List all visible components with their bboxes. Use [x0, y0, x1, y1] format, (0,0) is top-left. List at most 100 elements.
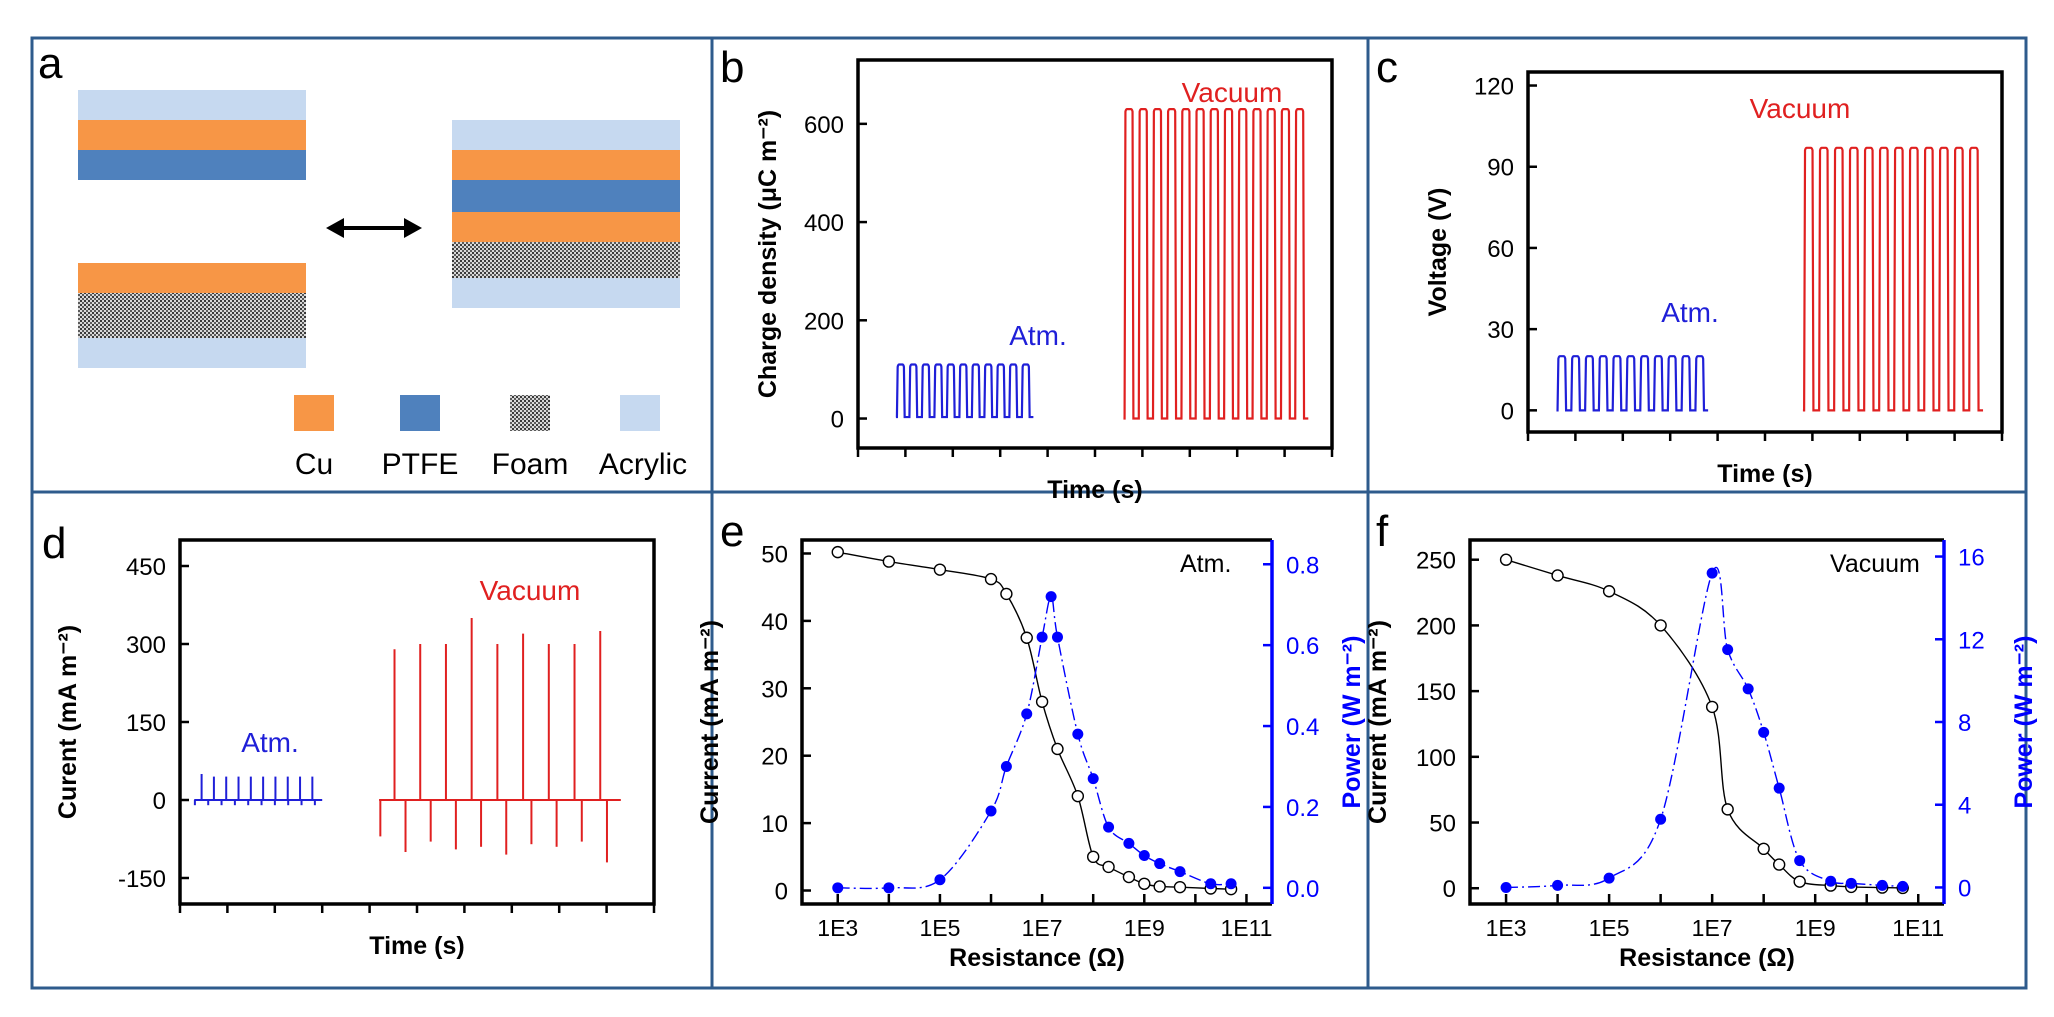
data-point-power — [1552, 879, 1564, 891]
cu-layer — [452, 212, 680, 242]
data-point-current — [831, 545, 844, 559]
y2-tick-label-e-2: 0.4 — [1286, 714, 1319, 741]
data-point-power — [1154, 858, 1166, 870]
data-point-current — [1071, 789, 1085, 803]
data-point-current — [1122, 870, 1136, 884]
legend-swatch-foam — [510, 395, 550, 431]
y-tick-label-b-0: 0 — [831, 407, 844, 434]
data-point-current — [1705, 700, 1719, 714]
data-point-power — [1603, 872, 1615, 884]
x-tick-label-f-4: 1E11 — [1892, 915, 1944, 941]
series-line-power — [1506, 566, 1903, 889]
y2-tick-label-f-4: 16 — [1958, 545, 1985, 572]
foam-layer — [452, 242, 680, 278]
y-tick-label-d-1: 0 — [153, 788, 166, 815]
data-point-power — [1845, 877, 1857, 889]
data-point-power — [1876, 879, 1888, 891]
x-tick-label-e-3: 1E9 — [1124, 915, 1165, 941]
legend-swatch-ptfe — [400, 395, 440, 431]
x-axis-label-d: Time (s) — [369, 932, 464, 960]
cu-layer — [452, 150, 680, 180]
panel-frame — [30, 36, 2028, 990]
series-line-atm — [1556, 355, 1709, 412]
data-point-power — [1758, 726, 1770, 738]
y-tick-label-b-3: 600 — [804, 112, 844, 139]
y-axis-label-b: Charge density (μC m⁻²) — [754, 110, 782, 398]
data-point-power — [1225, 878, 1237, 890]
series-line-vacuum — [1802, 146, 1984, 412]
data-point-power — [1051, 631, 1063, 643]
data-point-power — [1655, 813, 1667, 825]
data-point-current — [1000, 587, 1013, 601]
material-legend: Cu PTFE Foam Acrylic — [294, 395, 687, 481]
panel-a-schematic: Cu PTFE Foam Acrylic — [78, 90, 687, 481]
data-point-current — [1051, 742, 1064, 756]
series-line-current — [837, 551, 1232, 890]
x-axis-label-f: Resistance (Ω) — [1619, 944, 1795, 972]
acrylic-layer — [452, 278, 680, 308]
y-tick-label-c-4: 120 — [1474, 74, 1514, 101]
series-label-vacuum: Vacuum — [1750, 93, 1851, 124]
foam-layer — [78, 293, 306, 338]
series-line-vacuum — [1123, 108, 1309, 420]
data-point-current — [1602, 585, 1616, 598]
y2-tick-label-e-4: 0.8 — [1286, 552, 1319, 579]
series-label-vacuum: Vacuum — [480, 575, 581, 606]
data-point-power — [1087, 773, 1099, 785]
acrylic-layer — [78, 338, 306, 368]
chart-e-atm-load-curve: 0 10 20 30 40 50 1E3 1E5 1E7 1E9 1E11 0.0 0.2 0.4 0.6 0… — [696, 538, 1366, 972]
data-point-power — [1000, 760, 1012, 772]
data-point-current — [1153, 880, 1166, 893]
data-point-power — [1722, 644, 1734, 656]
data-point-power — [1123, 837, 1135, 849]
data-point-power — [1706, 567, 1718, 579]
y2-tick-label-e-0: 0.0 — [1286, 876, 1319, 903]
x-tick-label-e-4: 1E11 — [1220, 915, 1272, 941]
y2-axis-label-e: Power (W m⁻²) — [1338, 636, 1366, 809]
y-tick-label-d-4: 450 — [126, 554, 166, 581]
legend-label-cu: Cu — [295, 448, 333, 481]
data-point-current — [882, 555, 896, 568]
panel-letter-a: a — [38, 39, 63, 88]
panel-letters: a b c d e f — [38, 39, 1398, 568]
y-axis-label-e: Current (mA m⁻²) — [696, 620, 724, 824]
panel-letter-f: f — [1376, 507, 1389, 556]
y-tick-label-d-3: 300 — [126, 632, 166, 659]
panel-letter-d: d — [42, 519, 66, 568]
y-tick-label-e-2: 20 — [761, 744, 788, 771]
data-point-power — [1045, 591, 1057, 603]
data-point-power — [1825, 875, 1837, 887]
data-point-power — [985, 805, 997, 817]
data-point-power — [832, 882, 844, 894]
chart-c-voltage: 0 30 60 90 120 Time (s) Voltage (V) Atm. Vacuum — [1424, 70, 2004, 488]
x-axis-label-b: Time (s) — [1047, 476, 1142, 504]
data-point-power — [1205, 878, 1217, 890]
data-point-current — [1772, 858, 1786, 871]
x-axis-label-c: Time (s) — [1717, 460, 1812, 488]
data-point-current — [1020, 631, 1033, 644]
legend-label-foam: Foam — [492, 448, 569, 481]
y-tick-label-b-2: 400 — [804, 210, 844, 237]
series-label-atm: Atm. — [1009, 320, 1067, 351]
x-tick-label-f-0: 1E3 — [1486, 915, 1527, 941]
cu-layer — [78, 263, 306, 293]
x-tick-label-e-2: 1E7 — [1022, 915, 1063, 941]
legend-label-ptfe: PTFE — [382, 448, 459, 481]
y-tick-label-e-4: 40 — [761, 609, 788, 636]
y-tick-label-e-5: 50 — [761, 541, 788, 568]
data-point-current — [1173, 880, 1187, 894]
plot-frame-e — [800, 538, 1272, 906]
y-axis-label-f: Current (mA m⁻²) — [1364, 620, 1392, 824]
y-axis-label-d: Curent (mA m⁻²) — [54, 625, 82, 819]
y-tick-label-f-3: 150 — [1416, 679, 1456, 706]
y-tick-label-e-1: 10 — [761, 811, 788, 838]
data-point-power — [1500, 881, 1512, 893]
series-line-current — [1505, 559, 1903, 889]
ptfe-layer — [452, 180, 680, 212]
data-point-power — [934, 874, 946, 886]
y2-tick-label-f-2: 8 — [1958, 710, 1971, 737]
ptfe-layer — [78, 150, 306, 180]
x-tick-label-f-1: 1E5 — [1589, 915, 1630, 941]
data-point-current — [1102, 860, 1115, 874]
